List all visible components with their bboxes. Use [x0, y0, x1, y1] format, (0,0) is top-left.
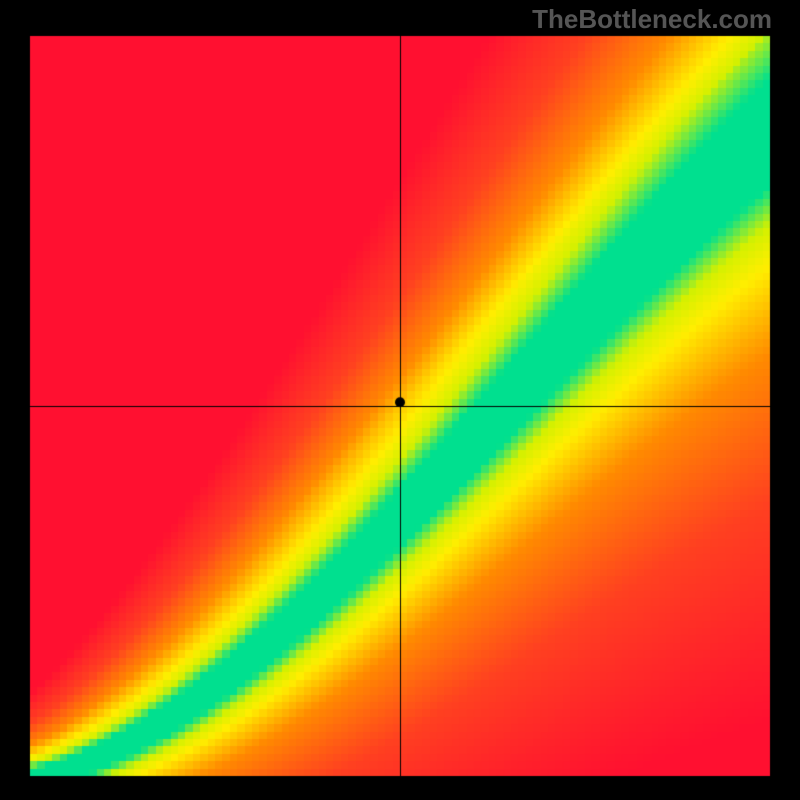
bottleneck-heatmap: [0, 0, 800, 800]
chart-container: TheBottleneck.com: [0, 0, 800, 800]
watermark-text: TheBottleneck.com: [532, 4, 772, 35]
